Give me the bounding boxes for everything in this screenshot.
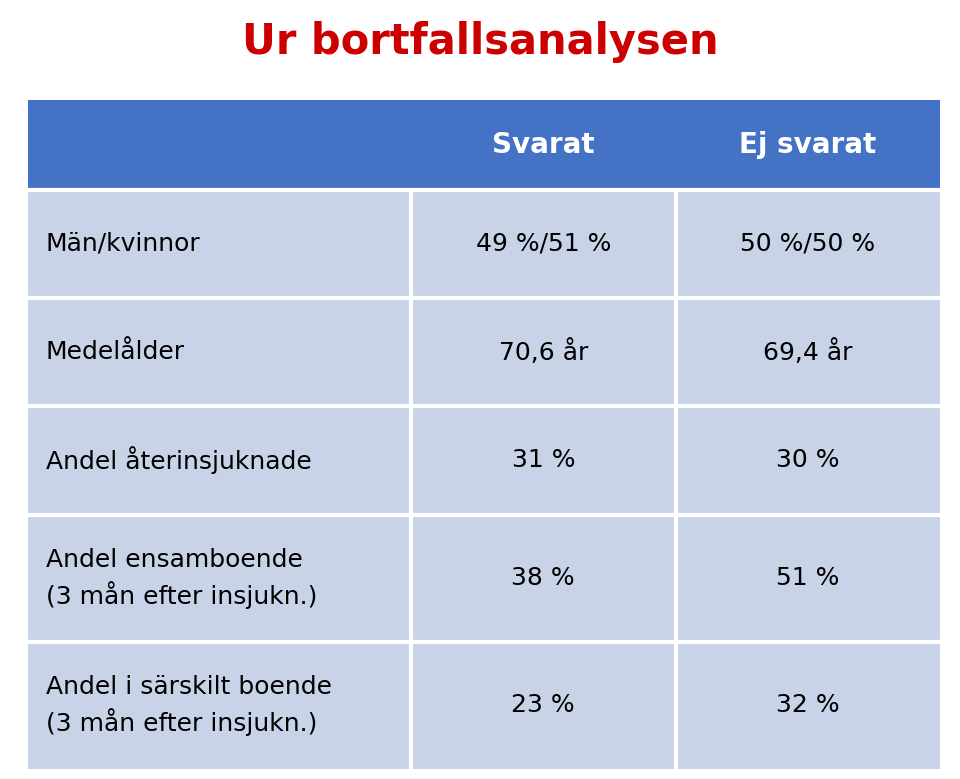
Bar xyxy=(28,298,411,406)
Bar xyxy=(28,642,411,769)
Text: Ej svarat: Ej svarat xyxy=(739,131,876,159)
Text: 70,6 år: 70,6 år xyxy=(498,339,588,365)
Bar xyxy=(28,100,411,189)
Bar xyxy=(676,189,940,298)
Text: Andel återinsjuknade: Andel återinsjuknade xyxy=(46,446,312,474)
Bar xyxy=(411,642,676,769)
Text: 50 %/50 %: 50 %/50 % xyxy=(740,231,876,256)
Bar xyxy=(411,515,676,642)
Bar xyxy=(676,298,940,406)
Text: 51 %: 51 % xyxy=(776,566,839,590)
Bar xyxy=(28,515,411,642)
Bar xyxy=(411,189,676,298)
Text: Svarat: Svarat xyxy=(492,131,594,159)
Bar xyxy=(411,100,676,189)
Text: Medelålder: Medelålder xyxy=(46,340,185,364)
Text: 32 %: 32 % xyxy=(776,693,840,717)
Bar xyxy=(676,515,940,642)
Bar xyxy=(28,189,411,298)
Text: Ur bortfallsanalysen: Ur bortfallsanalysen xyxy=(242,21,718,63)
Bar xyxy=(28,406,411,515)
Text: 69,4 år: 69,4 år xyxy=(763,339,852,365)
Bar xyxy=(411,298,676,406)
Text: 30 %: 30 % xyxy=(776,449,839,472)
Bar xyxy=(676,100,940,189)
Text: Andel ensamboende
(3 mån efter insjukn.): Andel ensamboende (3 mån efter insjukn.) xyxy=(46,548,318,608)
Bar xyxy=(676,406,940,515)
Text: 38 %: 38 % xyxy=(512,566,575,590)
Text: 31 %: 31 % xyxy=(512,449,575,472)
Text: 23 %: 23 % xyxy=(512,693,575,717)
Bar xyxy=(676,642,940,769)
Text: 49 %/51 %: 49 %/51 % xyxy=(475,231,611,256)
Bar xyxy=(411,406,676,515)
Text: Andel i särskilt boende
(3 mån efter insjukn.): Andel i särskilt boende (3 mån efter ins… xyxy=(46,675,332,736)
Text: Män/kvinnor: Män/kvinnor xyxy=(46,231,201,256)
